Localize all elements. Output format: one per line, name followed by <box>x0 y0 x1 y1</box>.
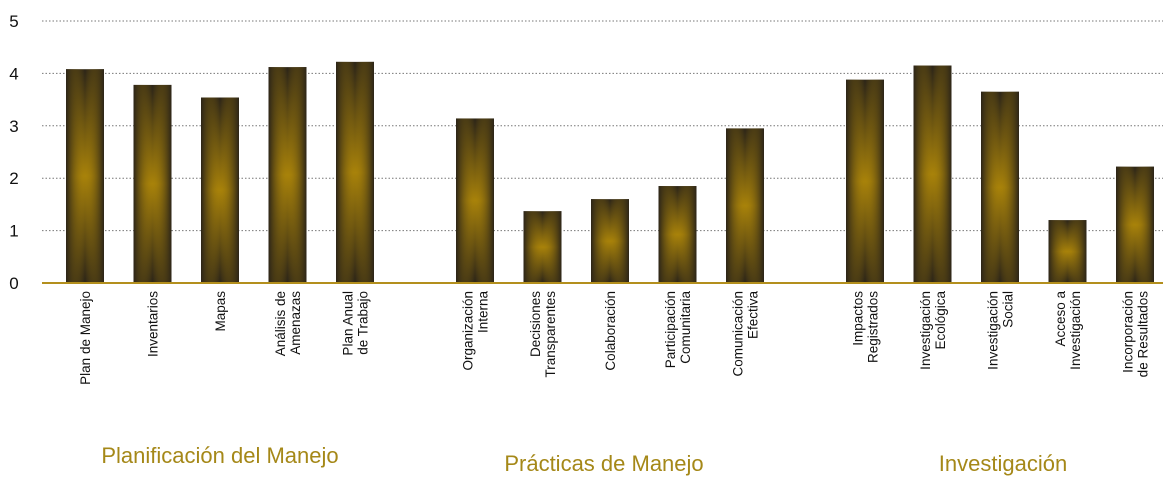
category-label-line: Acceso a <box>1053 291 1068 347</box>
bar-shade <box>981 91 1019 284</box>
bar <box>133 84 172 283</box>
bar-shade <box>1116 166 1154 283</box>
bar <box>66 69 104 283</box>
bar <box>1048 220 1087 283</box>
category-label-line: Mapas <box>213 291 228 332</box>
category-label-line: Efectiva <box>746 291 761 340</box>
bar <box>456 118 494 284</box>
bar-shade <box>658 186 697 283</box>
y-tick-label: 5 <box>9 12 18 31</box>
category-label: ParticipaciónComunitaria <box>663 291 693 369</box>
category-label: ImpactosRegistrados <box>851 291 881 363</box>
bar-shade <box>913 65 952 283</box>
category-label-line: Investigación <box>918 291 933 370</box>
category-label-line: Comunitaria <box>678 291 693 364</box>
bar-shade <box>591 199 629 283</box>
bar-shade <box>846 79 884 283</box>
bar-shade <box>201 97 239 283</box>
category-label: Inventarios <box>146 291 161 357</box>
category-label: Acceso aInvestigación <box>1053 291 1083 370</box>
category-label: Incorporaciónde Resultados <box>1121 291 1151 378</box>
bar <box>726 128 764 283</box>
bar <box>658 186 697 283</box>
bar-shade <box>1048 220 1087 283</box>
bar <box>201 97 239 283</box>
group-labels: Planificación del Manejo Prácticas de Man… <box>101 443 1067 476</box>
bar-shade <box>336 61 374 283</box>
category-label-line: Organización <box>461 291 476 371</box>
category-label-line: Plan Anual <box>341 291 356 356</box>
bar <box>336 61 374 283</box>
bar <box>981 91 1019 284</box>
category-labels: Plan de Manejo Inventarios Mapas Análisis d… <box>78 291 1151 385</box>
bars <box>66 61 1154 284</box>
category-label-line: Transparentes <box>543 291 558 378</box>
category-label-line: Amenazas <box>288 291 303 355</box>
category-label: Plan de Manejo <box>78 291 93 385</box>
category-label-line: Investigación <box>1068 291 1083 370</box>
category-label-line: Colaboración <box>603 291 618 371</box>
bar <box>591 199 629 283</box>
category-label-line: de Resultados <box>1136 291 1151 378</box>
category-label: OrganizaciónInterna <box>461 291 491 371</box>
category-label-line: Ecológica <box>933 291 948 350</box>
bar <box>846 79 884 283</box>
category-label-line: Participación <box>663 291 678 368</box>
category-label-line: de Trabajo <box>356 291 371 355</box>
category-label: InvestigaciónEcológica <box>918 291 948 370</box>
bar-shade <box>133 84 172 283</box>
category-label-line: Plan de Manejo <box>78 291 93 385</box>
category-label: Análisis deAmenazas <box>273 291 303 357</box>
category-label: ComunicaciónEfectiva <box>731 291 761 377</box>
group-label: Prácticas de Manejo <box>504 451 703 476</box>
category-label-line: Investigación <box>986 291 1001 370</box>
category-label-line: Análisis de <box>273 291 288 356</box>
bar-shade <box>268 67 307 283</box>
category-label-line: Interna <box>476 291 491 334</box>
category-label-line: Decisiones <box>528 291 543 357</box>
category-label: Mapas <box>213 291 228 332</box>
bar <box>268 67 307 283</box>
bar-shade <box>66 69 104 283</box>
category-label-line: Comunicación <box>731 291 746 377</box>
category-label-line: Impactos <box>851 291 866 346</box>
y-tick-label: 2 <box>9 169 18 188</box>
bar <box>913 65 952 283</box>
category-label-line: Incorporación <box>1121 291 1136 373</box>
y-tick-label: 1 <box>9 222 18 241</box>
category-label: DecisionesTransparentes <box>528 291 558 378</box>
bar-shade <box>523 211 562 283</box>
group-label: Investigación <box>939 451 1067 476</box>
y-axis: 0 1 2 3 4 5 <box>9 12 18 293</box>
category-label-line: Registrados <box>866 291 881 363</box>
bar-shade <box>726 128 764 283</box>
y-tick-label: 4 <box>9 64 18 83</box>
category-label: Colaboración <box>603 291 618 371</box>
y-tick-label: 0 <box>9 274 18 293</box>
category-label-line: Inventarios <box>146 291 161 357</box>
bar-shade <box>456 118 494 284</box>
group-label: Planificación del Manejo <box>101 443 338 468</box>
bar <box>523 211 562 283</box>
bar <box>1116 166 1154 283</box>
y-tick-label: 3 <box>9 117 18 136</box>
category-label: Plan Anualde Trabajo <box>341 291 371 356</box>
category-label: InvestigaciónSocial <box>986 291 1016 370</box>
category-label-line: Social <box>1001 291 1016 328</box>
